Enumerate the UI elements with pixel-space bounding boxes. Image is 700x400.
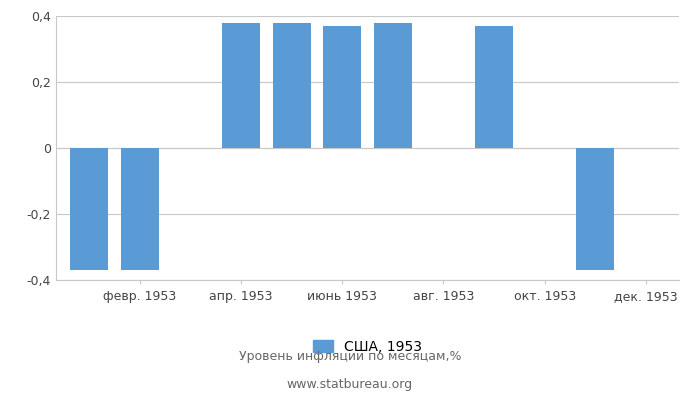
- Bar: [374, 22, 412, 148]
- Bar: [323, 26, 361, 148]
- Bar: [70, 148, 108, 270]
- Bar: [222, 22, 260, 148]
- Bar: [272, 22, 311, 148]
- Text: Уровень инфляции по месяцам,%: Уровень инфляции по месяцам,%: [239, 350, 461, 363]
- Text: www.statbureau.org: www.statbureau.org: [287, 378, 413, 391]
- Bar: [120, 148, 159, 270]
- Bar: [475, 26, 513, 148]
- Legend: США, 1953: США, 1953: [307, 334, 428, 360]
- Bar: [576, 148, 615, 270]
